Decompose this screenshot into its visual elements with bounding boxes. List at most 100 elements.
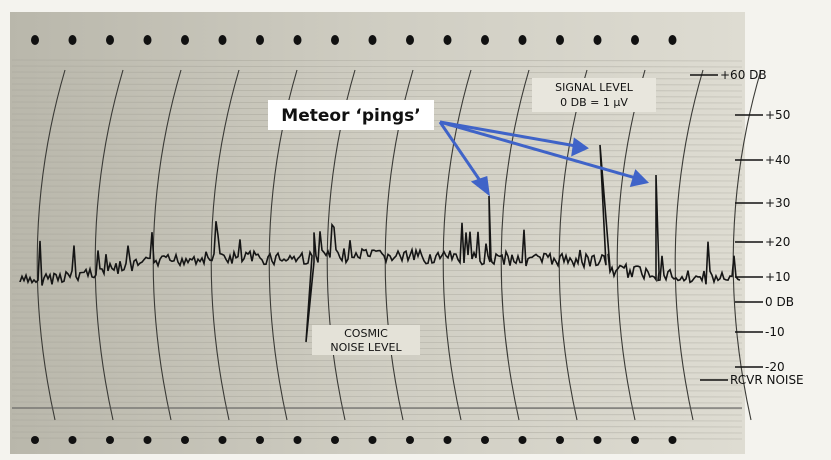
hatch-line (11, 215, 743, 218)
hatch-line (11, 227, 743, 230)
sprocket-hole (256, 35, 264, 45)
hatch-line (11, 209, 743, 212)
sprocket-hole (443, 436, 452, 444)
time-arc (36, 69, 66, 421)
sprocket-hole (406, 35, 414, 45)
sprocket-hole (218, 436, 227, 444)
sprocket-hole (181, 436, 189, 444)
receiver-noise-label: RCVR NOISE (730, 373, 804, 387)
sprocket-holes (31, 35, 677, 444)
sprocket-hole (518, 436, 527, 444)
time-arc (152, 69, 182, 421)
sprocket-hole (31, 35, 39, 45)
hatch-line (11, 431, 743, 434)
hatch-line (11, 179, 743, 182)
hatch-line (11, 131, 743, 134)
hatch-line (11, 389, 743, 392)
cosmic-noise-label: COSMIC (344, 327, 388, 340)
hatch-line (11, 143, 743, 146)
signal-level-box (532, 78, 656, 112)
hatch-line (11, 185, 743, 188)
hatch-line (11, 425, 743, 428)
sprocket-hole (143, 35, 152, 45)
arrow (439, 120, 577, 148)
hatch-line (11, 251, 743, 254)
sprocket-hole (631, 436, 639, 444)
sprocket-hole (368, 35, 377, 45)
sprocket-hole (293, 436, 302, 444)
sprocket-hole (106, 436, 114, 444)
sprocket-hole (556, 35, 564, 45)
scale-label: +50 (765, 108, 790, 122)
hatch-line (11, 137, 743, 140)
hatch-line (11, 383, 743, 386)
sprocket-hole (331, 35, 339, 45)
cosmic-noise-box (312, 325, 420, 355)
hatch-line (11, 293, 743, 296)
time-arc (558, 69, 588, 421)
scale-label: 0 DB (765, 295, 794, 309)
sprocket-hole (518, 35, 527, 45)
hatch-line (11, 245, 743, 248)
hatch-line (11, 269, 743, 272)
hatch-line (11, 281, 743, 284)
sprocket-hole (668, 436, 677, 444)
hatch-line (11, 359, 743, 362)
signal-level-title: SIGNAL LEVEL (555, 81, 634, 94)
arrowhead (629, 169, 650, 188)
arrow (438, 121, 485, 186)
arrow (439, 120, 637, 180)
hatch-line (11, 401, 743, 404)
hatch-line (11, 233, 743, 236)
scale-label: -20 (765, 360, 785, 374)
scale-label: +20 (765, 235, 790, 249)
hatch-line (11, 167, 743, 170)
hatch-line (11, 371, 743, 374)
sprocket-hole (481, 436, 489, 444)
sprocket-hole (481, 35, 489, 45)
hatch-line (11, 377, 743, 380)
scale-label: +40 (765, 153, 790, 167)
sprocket-hole (68, 35, 77, 45)
hatch-line (11, 65, 743, 68)
sprocket-hole (631, 35, 639, 45)
time-arc (500, 69, 530, 421)
hatch-line (11, 419, 743, 422)
hatch-line (11, 71, 743, 74)
signal-level-reference: 0 DB = 1 μV (560, 96, 628, 109)
hatch-line (11, 59, 743, 62)
scale-label: -10 (765, 325, 785, 339)
sprocket-hole (68, 436, 77, 444)
hatch-line (11, 365, 743, 368)
hatch-line (11, 305, 743, 308)
hatch-line (11, 299, 743, 302)
hatch-line (11, 287, 743, 290)
hatch-line (11, 311, 743, 314)
arrowhead (470, 176, 490, 197)
hatch-line (11, 413, 743, 416)
hatch-line (11, 395, 743, 398)
time-arc (616, 69, 646, 421)
scale-label: +10 (765, 270, 790, 284)
sprocket-hole (368, 436, 377, 444)
annotation-label: Meteor ‘pings’ (281, 106, 420, 126)
arrowhead (571, 137, 589, 157)
sprocket-hole (293, 35, 302, 45)
hatch-line (11, 317, 743, 320)
signal-trace (19, 144, 741, 343)
sprocket-hole (256, 436, 264, 444)
hatch-line (11, 257, 743, 260)
signal-scale: +60 DB +50 +40 +30 +20 +10 0 DB -10 -20 (690, 68, 794, 374)
sprocket-hole (556, 436, 564, 444)
cosmic-noise-label: NOISE LEVEL (330, 341, 402, 354)
annotation-box (268, 100, 434, 130)
hatch-line (11, 239, 743, 242)
sprocket-hole (181, 35, 189, 45)
hatch-line (11, 155, 743, 158)
time-arc (94, 69, 124, 421)
scale-label: +30 (765, 196, 790, 210)
time-arc (210, 69, 240, 421)
sprocket-hole (331, 436, 339, 444)
